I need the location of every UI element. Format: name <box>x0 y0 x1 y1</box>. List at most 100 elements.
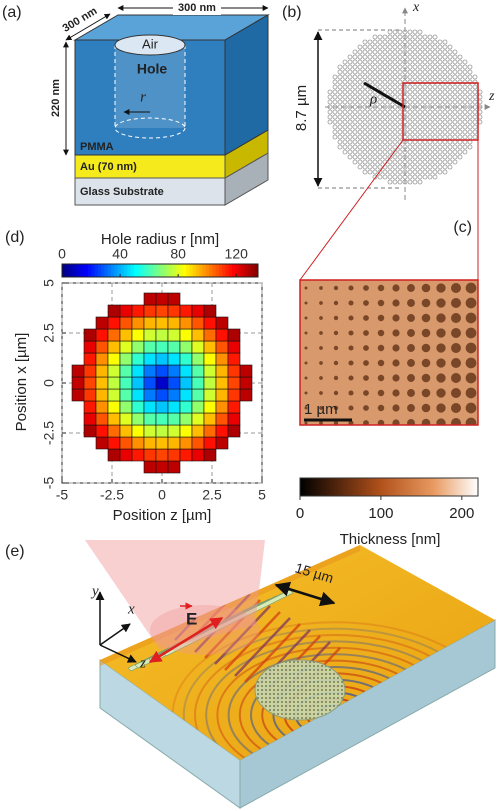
lattice-hole <box>337 94 343 100</box>
colorbar-tick-label: 0 <box>296 505 304 522</box>
lattice-hole <box>377 74 383 80</box>
slab-top <box>100 545 495 760</box>
afm-hole <box>319 346 323 350</box>
lattice-hole <box>467 89 473 95</box>
lattice-hole <box>452 124 458 130</box>
lattice-hole <box>397 154 403 160</box>
heatmap-cell <box>155 376 169 390</box>
lattice-hole <box>382 69 388 75</box>
lattice-hole <box>392 39 398 45</box>
lattice-hole <box>397 134 403 140</box>
lattice-hole <box>457 144 463 150</box>
lattice-hole <box>387 79 393 85</box>
afm-hole <box>421 373 431 383</box>
lattice-hole <box>387 44 393 50</box>
heatmap-cell <box>107 448 121 462</box>
afm-hole <box>333 285 339 291</box>
afm-hole <box>363 375 369 381</box>
heatmap-cell <box>131 424 145 438</box>
lattice-hole <box>457 134 463 140</box>
lattice-hole <box>337 69 343 75</box>
lattice-hole <box>452 149 458 155</box>
lattice-hole <box>442 159 448 165</box>
lattice-hole <box>332 89 338 95</box>
lattice-hole <box>377 144 383 150</box>
afm-hole <box>363 360 369 366</box>
lattice-hole <box>437 49 443 55</box>
colorbar-segment <box>140 264 145 277</box>
afm-hole <box>436 343 446 353</box>
colorbar-segment <box>107 264 112 277</box>
afm-hole <box>304 376 308 380</box>
afm-hole <box>436 418 446 425</box>
heatmap-cell <box>179 340 193 354</box>
lattice-hole <box>372 34 378 40</box>
lattice-hole <box>412 94 418 100</box>
lattice-hole <box>407 159 413 165</box>
lattice-hole <box>352 139 358 145</box>
lattice-hole <box>412 64 418 70</box>
lattice-hole <box>407 49 413 55</box>
lattice-hole <box>437 159 443 165</box>
colorbar-segment <box>215 264 220 277</box>
heatmap-cell <box>227 340 241 354</box>
afm-hole <box>348 315 354 321</box>
colorbar-segment <box>254 264 259 277</box>
lattice-hole <box>427 154 433 160</box>
lattice-hole <box>362 154 368 160</box>
afm-hole <box>304 331 308 335</box>
lattice-hole <box>407 89 413 95</box>
lattice-hole <box>387 84 393 90</box>
lattice-hole <box>467 119 473 125</box>
lattice-hole <box>447 49 453 55</box>
heatmap-cell <box>167 316 181 330</box>
lattice-hole <box>377 109 383 115</box>
heatmap-cell <box>143 412 157 426</box>
lattice-hole <box>472 129 478 135</box>
lattice-hole <box>452 49 458 55</box>
lattice-hole <box>372 154 378 160</box>
lattice-hole <box>367 134 373 140</box>
lattice-hole <box>407 59 413 65</box>
scale-label: 1 µm <box>304 401 338 418</box>
lattice-hole <box>447 84 453 90</box>
lattice-hole <box>427 159 433 165</box>
lattice-hole <box>412 39 418 45</box>
afm-hole <box>363 420 369 425</box>
lattice-hole <box>387 74 393 80</box>
heatmap-cell <box>143 304 157 318</box>
lattice-hole <box>467 84 473 90</box>
lattice-hole <box>437 144 443 150</box>
afm-hole <box>319 421 323 425</box>
heatmap-cell <box>167 388 181 402</box>
lattice-hole <box>427 44 433 50</box>
lattice-hole <box>387 89 393 95</box>
lattice-hole <box>347 84 353 90</box>
afm-hole <box>319 301 323 305</box>
lattice-hole <box>332 79 338 85</box>
colorbar-segment <box>65 264 70 277</box>
lattice-hole <box>377 99 383 105</box>
lattice-hole <box>427 39 433 45</box>
lattice-hole <box>387 59 393 65</box>
lattice-hole <box>352 149 358 155</box>
lattice-hole <box>457 64 463 70</box>
lattice-hole <box>412 44 418 50</box>
lattice-hole <box>387 164 393 170</box>
lattice-hole <box>357 159 363 165</box>
lattice-hole <box>437 84 443 90</box>
heatmap-cell <box>71 364 85 378</box>
lattice-hole <box>377 69 383 75</box>
lattice-hole <box>452 109 458 115</box>
lattice-hole <box>427 174 433 180</box>
lattice-hole <box>342 74 348 80</box>
beam-spot <box>150 605 260 655</box>
lattice-hole <box>372 64 378 70</box>
afm-hole <box>304 301 308 305</box>
heatmap-cell <box>167 448 181 462</box>
afm-hole <box>333 315 339 321</box>
lattice-hole <box>437 59 443 65</box>
afm-hole <box>421 313 431 323</box>
lattice-hole <box>417 124 423 130</box>
lattice-hole <box>412 169 418 175</box>
